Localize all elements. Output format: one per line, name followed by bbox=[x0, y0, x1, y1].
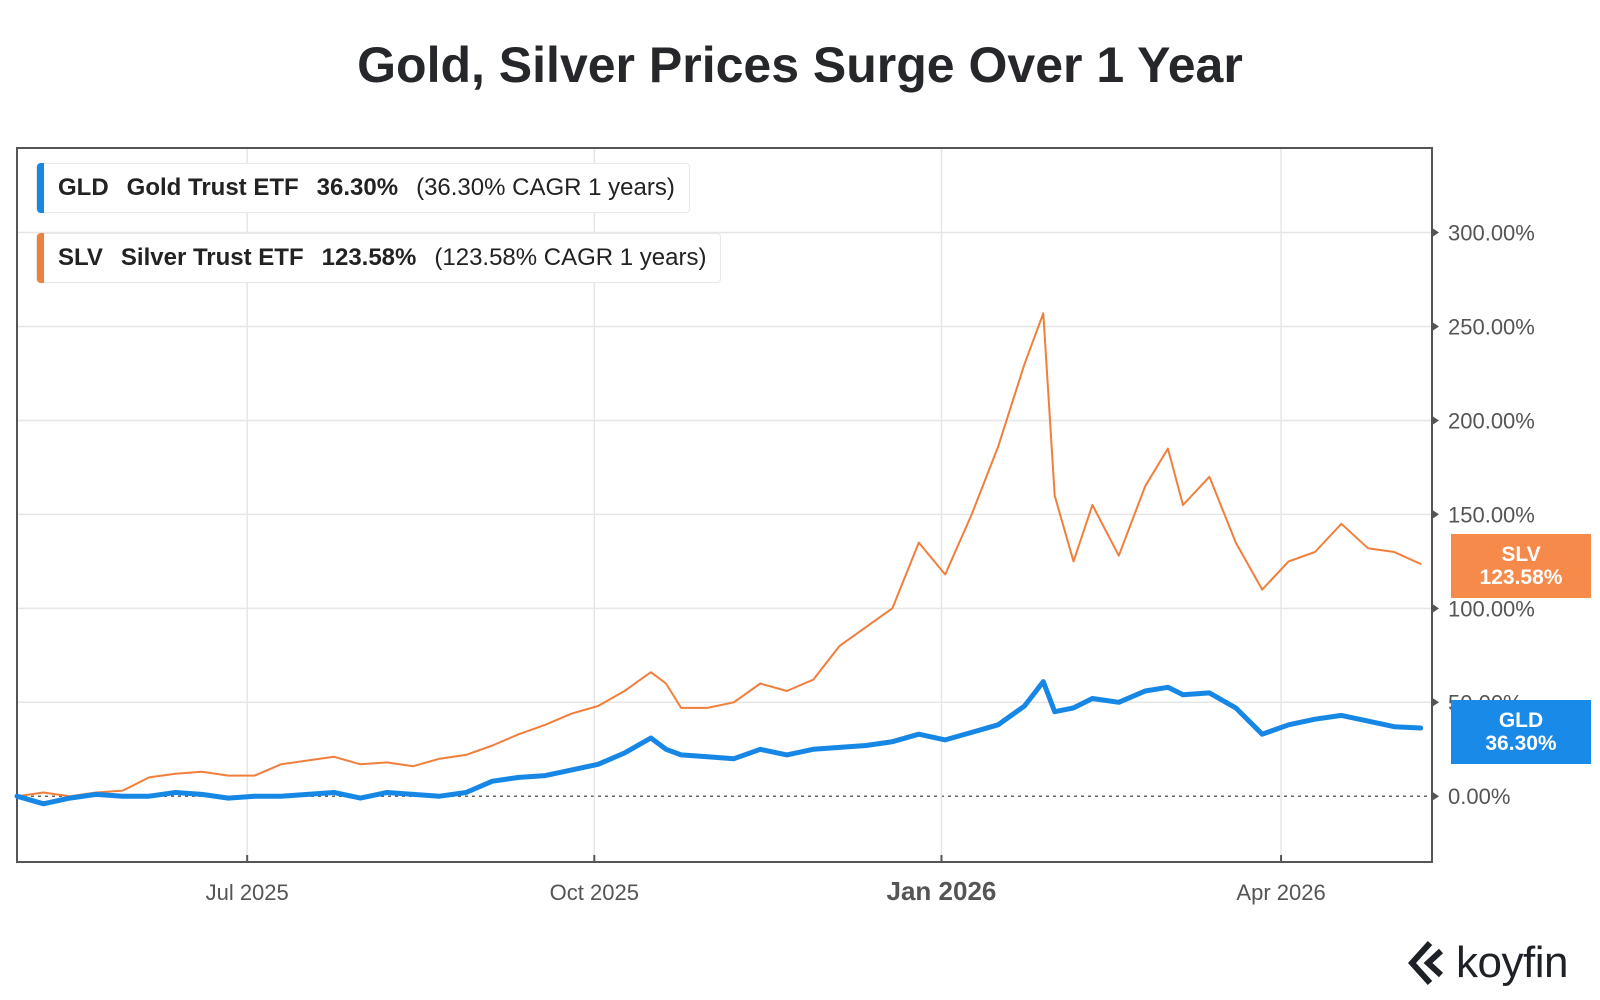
x-tick-label: Oct 2025 bbox=[550, 880, 639, 905]
legend-cagr: (36.30% CAGR 1 years) bbox=[416, 174, 675, 201]
price-tag-ticker: GLD bbox=[1498, 709, 1544, 732]
series-line-slv bbox=[16, 312, 1422, 798]
y-tick-mark bbox=[1433, 416, 1439, 425]
y-tick-label: 100.00% bbox=[1448, 596, 1535, 621]
y-tick-mark bbox=[1433, 322, 1439, 331]
y-tick-mark bbox=[1433, 604, 1439, 613]
legend-return: 123.58% bbox=[321, 244, 417, 271]
y-tick-label: 0.00% bbox=[1448, 784, 1510, 809]
y-tick-mark bbox=[1433, 698, 1439, 707]
y-tick-mark bbox=[1433, 510, 1439, 519]
y-tick-label: 200.00% bbox=[1448, 408, 1535, 433]
x-tick-label: Jul 2025 bbox=[206, 880, 289, 905]
price-tag-value: 36.30% bbox=[1485, 732, 1557, 755]
legend-name: Gold Trust ETF bbox=[126, 174, 299, 201]
y-tick-label: 150.00% bbox=[1448, 502, 1535, 527]
x-tick-label: Jan 2026 bbox=[887, 876, 997, 906]
price-tag-slv: SLV 123.58% bbox=[1451, 534, 1591, 598]
legend-entry-slv[interactable]: SLV Silver Trust ETF 123.58% (123.58% CA… bbox=[36, 233, 722, 283]
series-lines bbox=[14, 312, 1424, 807]
legend-cagr: (123.58% CAGR 1 years) bbox=[434, 244, 707, 271]
legend-ticker: SLV bbox=[58, 244, 103, 271]
price-tag-ticker: SLV bbox=[1501, 543, 1541, 566]
logo-text: koyfin bbox=[1456, 938, 1568, 987]
legend-return: 36.30% bbox=[316, 174, 399, 201]
price-tag-gld: GLD 36.30% bbox=[1451, 700, 1591, 764]
legend-entry-gld[interactable]: GLD Gold Trust ETF 36.30% (36.30% CAGR 1… bbox=[36, 163, 690, 213]
legend-name: Silver Trust ETF bbox=[120, 244, 304, 271]
legend-swatch-slv bbox=[37, 233, 44, 283]
y-tick-label: 250.00% bbox=[1448, 315, 1535, 340]
x-tick-label: Apr 2026 bbox=[1236, 880, 1325, 905]
chart-title: Gold, Silver Prices Surge Over 1 Year bbox=[357, 37, 1243, 93]
plot-frame bbox=[16, 147, 1433, 863]
price-tag-value: 123.58% bbox=[1479, 566, 1563, 589]
koyfin-logo: koyfin bbox=[1408, 938, 1568, 988]
y-tick-mark bbox=[1433, 228, 1439, 237]
legend-swatch-gld bbox=[37, 163, 44, 213]
series-line-gld bbox=[14, 679, 1424, 807]
y-tick-mark bbox=[1433, 792, 1439, 801]
y-tick-label: 300.00% bbox=[1448, 221, 1535, 246]
x-axis: Jul 2025 Oct 2025 Jan 2026 Apr 2026 bbox=[206, 855, 1326, 906]
koyfin-chevron-icon bbox=[1408, 940, 1444, 986]
legend-ticker: GLD bbox=[58, 174, 109, 201]
y-axis: 0.00%50.00%100.00%150.00%200.00%250.00%3… bbox=[1433, 221, 1535, 809]
grid-lines bbox=[17, 148, 1432, 862]
